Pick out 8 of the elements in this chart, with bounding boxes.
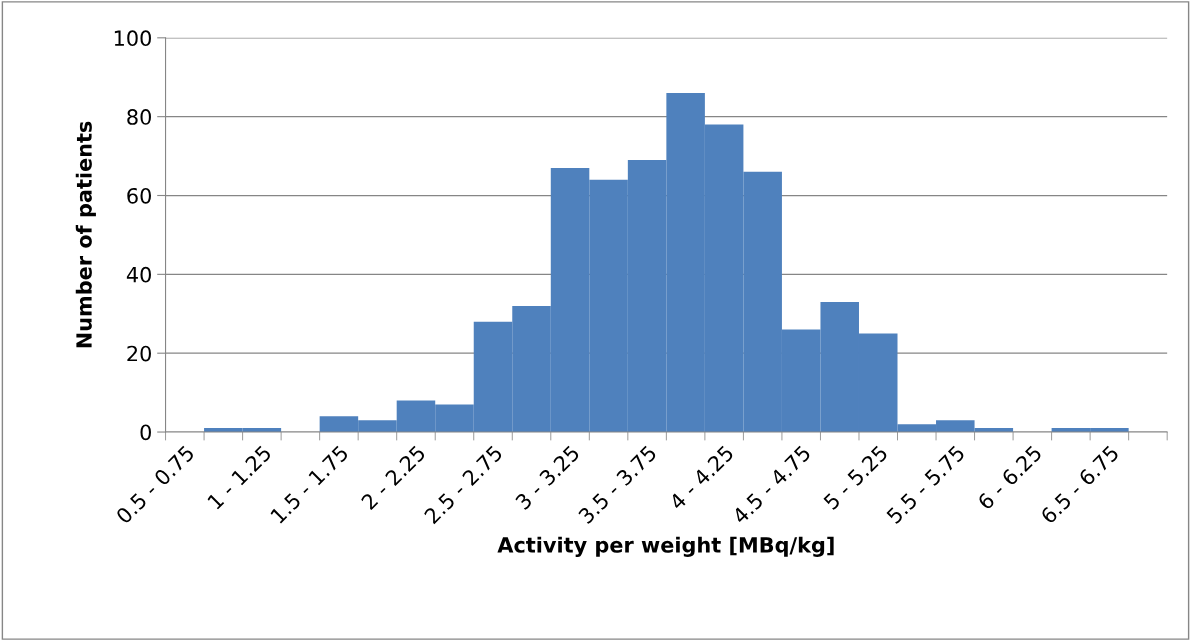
y-tick-label: 20	[127, 345, 151, 362]
x-axis-title: Activity per weight [MBq/kg]	[497, 536, 834, 557]
y-axis-title: Number of patients	[75, 121, 96, 348]
y-tick-label: 60	[127, 187, 151, 204]
y-tick-label: 100	[114, 30, 151, 47]
y-tick-label: 80	[127, 109, 151, 125]
y-tick-label: 0	[140, 424, 151, 441]
y-tick-label: 40	[126, 266, 151, 283]
